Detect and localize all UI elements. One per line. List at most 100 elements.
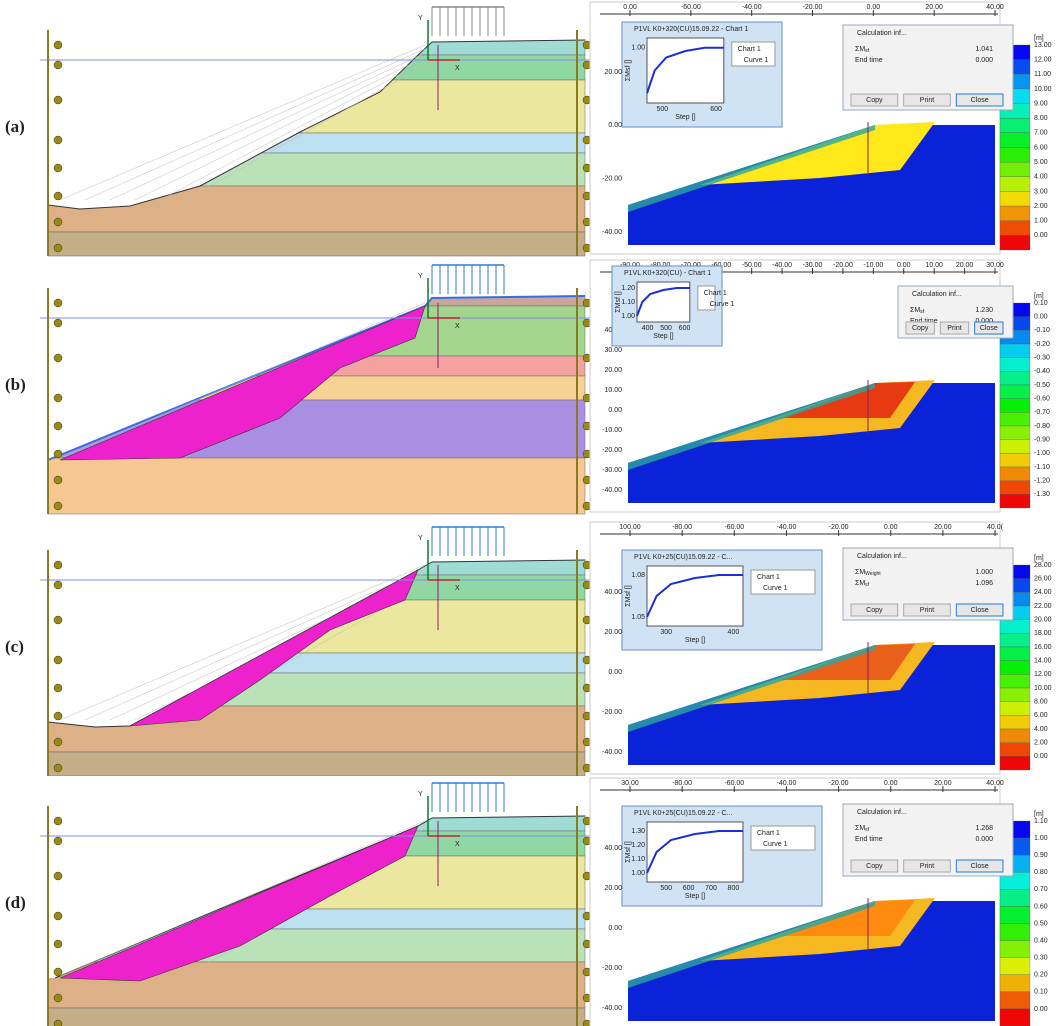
legend-label: 4.00 bbox=[1034, 174, 1048, 181]
calc-row-label: End time bbox=[855, 836, 883, 843]
legend-label: 0.20 bbox=[1034, 972, 1048, 979]
fixity bbox=[54, 244, 62, 252]
top-tick-label: 40.0( bbox=[987, 524, 1004, 531]
fixity bbox=[54, 164, 62, 172]
left-tick-label: 0.00 bbox=[608, 925, 622, 932]
fixity bbox=[54, 218, 62, 226]
legend-swatch bbox=[1000, 385, 1030, 399]
left-tick-label: -20.00 bbox=[602, 709, 622, 716]
top-tick-label: -20.00 bbox=[803, 4, 823, 11]
panel: (d)YX30.00-80.00-60.00-40.00-20.000.0020… bbox=[5, 776, 1048, 1026]
legend-swatch bbox=[1000, 715, 1030, 729]
legend-label: 18.00 bbox=[1034, 630, 1052, 637]
legend-label: 0.00 bbox=[1034, 232, 1048, 239]
top-tick-label: -40.00 bbox=[776, 780, 796, 787]
legend-label: -0.60 bbox=[1034, 396, 1050, 403]
figure: (a)YX0.00-60.00-40.00-20.000.0020.0040.0… bbox=[0, 0, 1057, 1026]
calc-row-value: 1.096 bbox=[975, 580, 993, 587]
legend-label: 0.10 bbox=[1034, 300, 1048, 307]
legend-swatch bbox=[1000, 702, 1030, 716]
chart-x-tick: 600 bbox=[710, 106, 722, 113]
axis-x-label: X bbox=[455, 65, 460, 72]
chart-y-tick: 1.10 bbox=[621, 299, 635, 306]
chart-x-tick: 500 bbox=[657, 106, 669, 113]
chart-y-tick: 1.05 bbox=[631, 614, 645, 621]
chart-x-tick: 500 bbox=[660, 885, 672, 892]
panel-label: (b) bbox=[5, 375, 26, 394]
fixity bbox=[54, 616, 62, 624]
legend-label: 7.00 bbox=[1034, 130, 1048, 137]
fixity bbox=[54, 354, 62, 362]
top-tick-label: -60.00 bbox=[681, 4, 701, 11]
legend-label: 1.10 bbox=[1034, 818, 1048, 825]
legend-label: 10.00 bbox=[1034, 86, 1052, 93]
legend-label: -1.20 bbox=[1034, 478, 1050, 485]
legend-label: 12.00 bbox=[1034, 56, 1052, 63]
soil-layer bbox=[48, 458, 585, 514]
calc-window-title: Calculation inf... bbox=[857, 553, 907, 560]
legend-label: 13.00 bbox=[1034, 42, 1052, 49]
left-tick-label: -10.00 bbox=[602, 427, 622, 434]
legend-swatch bbox=[1000, 633, 1030, 647]
top-tick-label: 20.00 bbox=[956, 262, 974, 269]
left-tick-label: 10.00 bbox=[604, 387, 622, 394]
legend-label: -0.80 bbox=[1034, 423, 1050, 430]
legend-swatch bbox=[1000, 481, 1030, 495]
calc-row-sub: sf bbox=[920, 309, 925, 315]
fixity bbox=[54, 656, 62, 664]
legend-swatch bbox=[1000, 133, 1030, 148]
legend-swatch bbox=[1000, 941, 1030, 958]
chart-x-tick: 600 bbox=[679, 325, 691, 332]
fixity bbox=[54, 561, 62, 569]
legend-swatch bbox=[1000, 906, 1030, 923]
fixity bbox=[54, 476, 62, 484]
left-tick-label: -40.00 bbox=[602, 1005, 622, 1012]
top-tick-label: -80.00 bbox=[672, 780, 692, 787]
left-tick-label: -20.00 bbox=[602, 447, 622, 454]
top-tick-label: 40.00 bbox=[986, 780, 1004, 787]
chart-y-tick: 1.10 bbox=[631, 856, 645, 863]
chart-x-tick: 300 bbox=[660, 629, 672, 636]
fixity bbox=[54, 912, 62, 920]
legend-swatch bbox=[1000, 992, 1030, 1009]
legend-unit: [m] bbox=[1034, 555, 1044, 562]
calc-row-value: 1.041 bbox=[975, 46, 993, 53]
left-tick-label: 0.00 bbox=[608, 669, 622, 676]
chart-y-tick: 1.20 bbox=[621, 285, 635, 292]
legend-swatch bbox=[1000, 674, 1030, 688]
legend-label: 2.00 bbox=[1034, 740, 1048, 747]
top-tick-label: 0.00 bbox=[884, 524, 898, 531]
legend-label: 1.00 bbox=[1034, 218, 1048, 225]
top-tick-label: -20.00 bbox=[833, 262, 853, 269]
chart-y-tick: 1.08 bbox=[631, 572, 645, 579]
chart-x-tick: 700 bbox=[705, 885, 717, 892]
top-tick-label: 30.00 bbox=[986, 262, 1004, 269]
top-tick-label: -40.00 bbox=[742, 4, 762, 11]
legend-label: -1.00 bbox=[1034, 450, 1050, 457]
calc-window-title: Calculation inf... bbox=[857, 30, 907, 37]
left-tick-label: -40.00 bbox=[602, 749, 622, 756]
legend-swatch bbox=[1000, 924, 1030, 941]
legend-swatch bbox=[1000, 162, 1030, 177]
legend-label: 8.00 bbox=[1034, 115, 1048, 122]
legend-label: -0.70 bbox=[1034, 409, 1050, 416]
button-label: Copy bbox=[866, 97, 883, 104]
chart-window-title: P1VL K0+320(CU) - Chart 1 bbox=[624, 270, 711, 277]
legend-label: -0.50 bbox=[1034, 382, 1050, 389]
left-tick-label: 30.00 bbox=[604, 347, 622, 354]
panel-label: (c) bbox=[5, 637, 24, 656]
chart-legend-curve: Curve 1 bbox=[763, 585, 788, 592]
calc-row-label: End time bbox=[855, 57, 883, 64]
legend-label: 10.00 bbox=[1034, 685, 1052, 692]
chart-y-tick: 1.30 bbox=[631, 828, 645, 835]
chart-x-tick: 500 bbox=[660, 325, 672, 332]
top-tick-label: 0.00 bbox=[897, 262, 911, 269]
axis-x-label: X bbox=[455, 841, 460, 848]
chart-legend-title: Chart 1 bbox=[738, 46, 761, 53]
chart-x-tick: 400 bbox=[642, 325, 654, 332]
fixity bbox=[54, 968, 62, 976]
chart-legend-title: Chart 1 bbox=[757, 574, 780, 581]
fixity bbox=[54, 764, 62, 772]
legend-swatch bbox=[1000, 148, 1030, 163]
